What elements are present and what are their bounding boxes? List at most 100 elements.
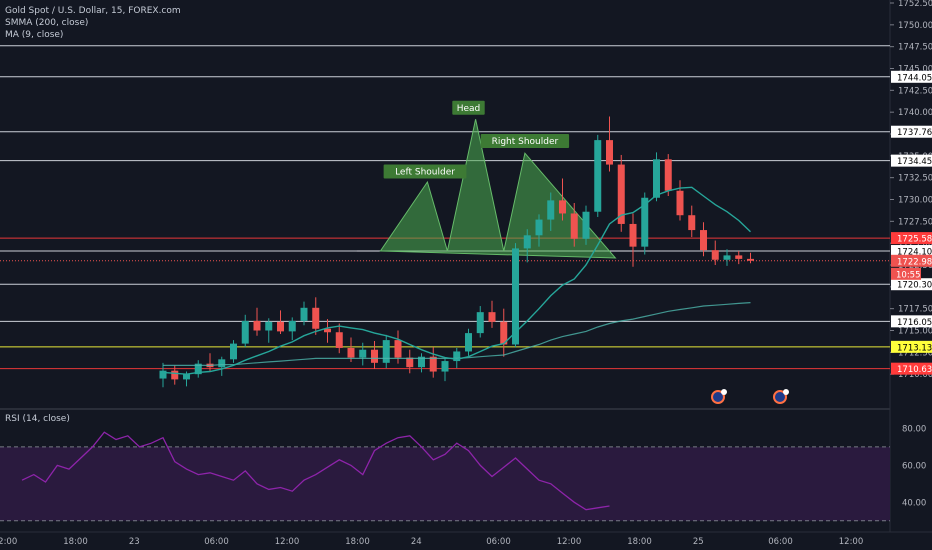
candle-body xyxy=(653,159,660,198)
candle-body xyxy=(606,140,613,165)
level-price-label: 1734.45 xyxy=(897,157,932,167)
time-tick-label: 06:00 xyxy=(486,537,511,547)
candle-body xyxy=(312,307,320,329)
annotation-label: Right Shoulder xyxy=(492,137,559,147)
time-tick-label: 12:00 xyxy=(0,537,17,547)
candle-body xyxy=(559,200,566,214)
candle-body xyxy=(335,332,343,348)
candle-body xyxy=(723,255,731,260)
rsi-legend[interactable]: RSI (14, close) xyxy=(5,414,70,424)
candle-body xyxy=(547,200,555,220)
price-tick-label: 1725.00 xyxy=(898,239,932,249)
candle-body xyxy=(700,230,707,251)
horizontal-levels xyxy=(0,45,890,370)
price-tick-label: 1747.50 xyxy=(898,43,932,53)
level-price-tag xyxy=(891,125,932,138)
candle-body xyxy=(159,370,167,379)
level-price-label: 1737.76 xyxy=(897,128,932,138)
price-tick-label: 1750.00 xyxy=(898,21,932,31)
time-tick-label: 18:00 xyxy=(345,537,370,547)
smma-indicator-label[interactable]: SMMA (200, close) xyxy=(5,18,89,28)
candle-body xyxy=(688,215,696,231)
grid xyxy=(0,0,932,533)
candle-body xyxy=(676,190,684,216)
time-tick-label: 18:00 xyxy=(63,537,88,547)
candle-body xyxy=(359,349,367,358)
level-price-tag xyxy=(891,315,932,328)
time-tick-label: 25 xyxy=(693,537,704,547)
annotation-label: Head xyxy=(457,104,481,114)
annotation-box xyxy=(480,133,570,148)
time-tick-label: 12:00 xyxy=(557,537,582,547)
candle-body xyxy=(441,361,449,372)
candle-body xyxy=(171,370,179,380)
ma-indicator-label[interactable]: MA (9, close) xyxy=(5,30,64,40)
candle-body xyxy=(488,312,496,322)
annotation-box xyxy=(452,100,485,115)
price-tick-label: 1715.00 xyxy=(898,327,932,337)
candle-body xyxy=(406,357,414,368)
level-price-tag xyxy=(891,278,932,291)
time-axis[interactable]: 12:00 18:00 23 06:00 12:00 18:00 24 06:00 12:00 1… xyxy=(0,537,863,547)
candle-body xyxy=(429,356,437,372)
candle-body xyxy=(594,140,602,212)
candle-body xyxy=(230,343,237,360)
candle-body xyxy=(512,248,519,345)
candle-body xyxy=(735,255,743,259)
annotation-label: Left Shoulder xyxy=(395,168,455,178)
last-price-label: 1722.98 xyxy=(897,257,932,267)
candle-body xyxy=(300,307,308,321)
price-tick-label: 1730.00 xyxy=(898,196,932,206)
time-tick-label: 06:00 xyxy=(768,537,793,547)
countdown-tag xyxy=(891,267,921,280)
level-price-label: 1744.05 xyxy=(897,73,932,83)
candle-body xyxy=(277,321,284,332)
level-price-label: 1716.05 xyxy=(897,318,932,328)
candle-body xyxy=(711,250,719,260)
candle-body xyxy=(324,328,331,333)
level-price-tag xyxy=(891,245,932,258)
price-tick-label: 1710.00 xyxy=(898,370,932,380)
candle-body xyxy=(371,349,378,363)
annotation-box xyxy=(383,164,467,179)
candle-body xyxy=(453,351,461,362)
symbol-title[interactable]: Gold Spot / U.S. Dollar, 15, FOREX.com xyxy=(5,6,181,16)
event-count-icon xyxy=(721,389,727,395)
level-price-tag xyxy=(891,362,932,375)
indicator-lines xyxy=(162,186,751,375)
candle-body xyxy=(535,219,543,236)
economic-event-icon xyxy=(711,390,725,404)
price-axis[interactable]: 1710.001712.501715.001717.501720.001722.… xyxy=(890,0,932,380)
pattern-annotations: Left Shoulder Head Right Shoulder xyxy=(383,100,570,179)
candle-body xyxy=(629,223,637,247)
rsi-band xyxy=(0,446,890,521)
candles xyxy=(159,116,754,388)
candle-body xyxy=(394,340,402,358)
economic-event-icon xyxy=(773,390,787,404)
candle-body xyxy=(617,164,625,224)
candle-body xyxy=(382,340,390,363)
time-tick-label: 23 xyxy=(129,537,140,547)
countdown-label: 10:55 xyxy=(896,270,921,280)
price-tick-label: 1745.00 xyxy=(898,65,932,75)
price-tick-label: 1717.50 xyxy=(898,305,932,315)
candle-body xyxy=(288,320,296,332)
time-tick-label: 12:00 xyxy=(275,537,300,547)
level-price-label: 1720.30 xyxy=(897,281,932,291)
price-tick-label: 1740.00 xyxy=(898,108,932,118)
event-markers[interactable] xyxy=(711,389,789,404)
candle-body xyxy=(241,320,249,344)
price-tick-label: 1712.50 xyxy=(898,348,932,358)
candle-body xyxy=(747,258,754,261)
candle-body xyxy=(582,211,590,239)
level-price-tag xyxy=(891,340,932,353)
candle-body xyxy=(218,359,226,368)
time-tick-label: 18:00 xyxy=(627,537,652,547)
candle-body xyxy=(664,159,672,191)
candle-body xyxy=(418,356,425,368)
level-price-label: 1710.63 xyxy=(897,365,932,375)
candle-body xyxy=(523,235,531,249)
candle-body xyxy=(347,347,355,358)
candle-body xyxy=(194,363,202,375)
